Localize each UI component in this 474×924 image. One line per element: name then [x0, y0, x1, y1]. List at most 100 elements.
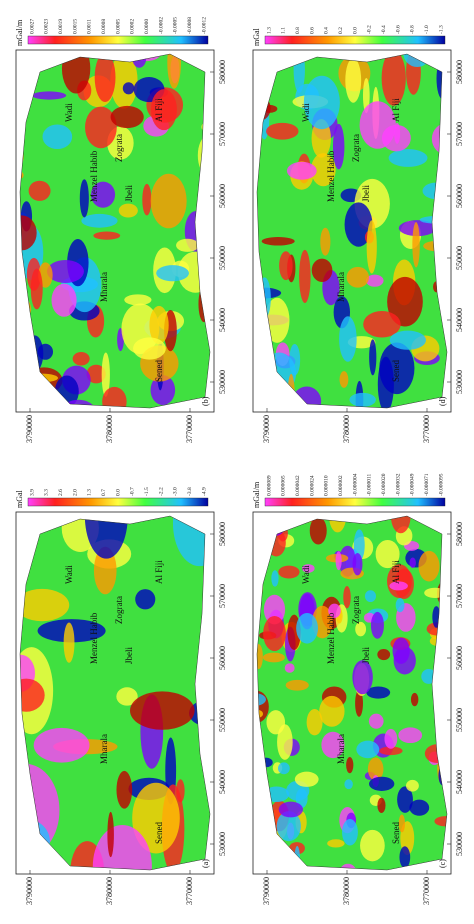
anomaly — [418, 550, 440, 582]
anomaly — [30, 268, 43, 310]
map-panel: (b) 530000 540000 550000 560000 570000 580000 3… — [15, 17, 227, 443]
anomaly — [110, 54, 138, 109]
colorbar-tick-label: -0.000095 — [438, 473, 444, 496]
place-name: Mharala — [336, 272, 346, 302]
anomaly — [72, 352, 90, 366]
colorbar-tick-label: -1.0 — [424, 25, 430, 34]
anomaly — [360, 829, 385, 862]
x-tick-label: 580000 — [218, 60, 227, 84]
anomaly — [292, 386, 322, 408]
anomaly — [370, 611, 384, 639]
colorbar-tick-label: 0.000042 — [295, 475, 301, 496]
map-outline — [256, 53, 448, 409]
anomaly — [355, 689, 363, 717]
map-outline — [19, 515, 211, 871]
anomaly — [409, 557, 416, 569]
anomaly — [277, 762, 290, 775]
place-name: Mharala — [336, 734, 346, 764]
colorbar-tick-label: -0.000071 — [424, 473, 430, 496]
place-name: Jbeli — [124, 185, 134, 202]
anomaly — [279, 251, 293, 281]
colorbar-tick-label: 0.4 — [324, 27, 330, 34]
x-tick-label: 550000 — [218, 246, 227, 270]
colorbar — [264, 497, 446, 507]
anomaly — [381, 124, 411, 152]
colorbar-tick-label: 0.6 — [309, 27, 315, 34]
place-name: Sened — [391, 360, 401, 382]
anomaly — [321, 731, 345, 759]
anomaly — [135, 589, 156, 610]
colorbar-tick-label: -1.3 — [438, 25, 444, 34]
anomaly — [257, 643, 263, 670]
anomaly — [46, 260, 84, 283]
anomaly — [33, 727, 90, 763]
anomaly — [342, 818, 358, 846]
place-name: Wadi — [301, 565, 311, 584]
place-name: Jbeli — [361, 185, 371, 202]
colorbar-tick-label: -0.8 — [410, 25, 416, 34]
anomaly — [387, 564, 412, 599]
x-tick-label: 560000 — [455, 184, 464, 208]
place-name: Zograta — [114, 134, 124, 162]
anomaly — [328, 603, 341, 618]
y-tick-label: 3780000 — [105, 877, 114, 905]
anomaly — [387, 276, 423, 327]
x-tick-label: 560000 — [218, 184, 227, 208]
colorbar-unit: mGal — [15, 489, 24, 508]
colorbar-tick-label: 0.000024 — [309, 475, 315, 496]
colorbar-tick-label: 0.8 — [295, 27, 301, 34]
anomaly — [28, 180, 51, 201]
y-tick-label: 3770000 — [422, 415, 431, 443]
colorbar-tick-label: -3.0 — [173, 487, 179, 496]
anomaly — [149, 305, 169, 345]
y-tick-label: 3790000 — [25, 877, 34, 905]
place-name: Wadi — [301, 103, 311, 122]
anomaly — [150, 173, 187, 229]
colorbar-tick-label: 0.0011 — [87, 19, 93, 34]
colorbar-tick-label: 0.0019 — [58, 19, 64, 34]
colorbar-unit: mGal — [252, 27, 261, 46]
anomaly — [366, 686, 391, 699]
colorbar-tick-label: -0.000004 — [352, 473, 358, 496]
place-name: Menzel Habib — [326, 150, 336, 202]
panel-label: (d) — [438, 396, 447, 406]
map-panel: (d) 530000 540000 550000 560000 570000 580000 3… — [252, 25, 464, 443]
colorbar-tick-label: -0.000011 — [367, 473, 373, 496]
colorbar-tick-label: -0.7 — [130, 487, 136, 496]
anomaly — [90, 181, 116, 208]
anomaly — [264, 297, 290, 343]
colorbar-tick-label: 0.0008 — [101, 19, 107, 34]
anomaly — [94, 54, 116, 103]
panel-label: (b) — [201, 396, 210, 406]
x-tick-label: 570000 — [218, 584, 227, 608]
anomaly — [295, 788, 308, 809]
anomaly — [142, 183, 152, 216]
anomaly — [327, 839, 345, 848]
place-name: Menzel Habib — [89, 612, 99, 664]
place-name: Zograta — [351, 596, 361, 624]
anomaly — [102, 386, 127, 408]
anomaly — [176, 238, 199, 252]
anomaly — [410, 692, 419, 707]
anomaly — [263, 615, 286, 652]
anomaly — [133, 337, 166, 360]
rotated-figure: (a) 530000 540000 550000 560000 570000 580000 3… — [15, 17, 464, 905]
colorbar-tick-label: 0.0 — [352, 27, 358, 34]
anomaly — [261, 236, 295, 246]
x-tick-label: 580000 — [218, 522, 227, 546]
anomaly — [377, 797, 386, 814]
anomaly — [409, 799, 430, 816]
anomaly — [311, 258, 333, 282]
anomaly — [286, 161, 317, 180]
colorbar-tick-label: 3.3 — [44, 489, 50, 496]
anomaly — [434, 816, 447, 827]
anomaly — [398, 727, 423, 744]
anomaly — [309, 516, 327, 545]
colorbar-unit: mGal/m — [15, 19, 24, 46]
colorbar-tick-label: 0.000065 — [281, 475, 287, 496]
anomaly — [346, 757, 354, 774]
colorbar-tick-label: 0.0023 — [44, 19, 50, 34]
y-tick-label: 3770000 — [185, 415, 194, 443]
place-name: Mharala — [99, 734, 109, 764]
colorbar-tick-label: 0.000089 — [266, 475, 272, 496]
